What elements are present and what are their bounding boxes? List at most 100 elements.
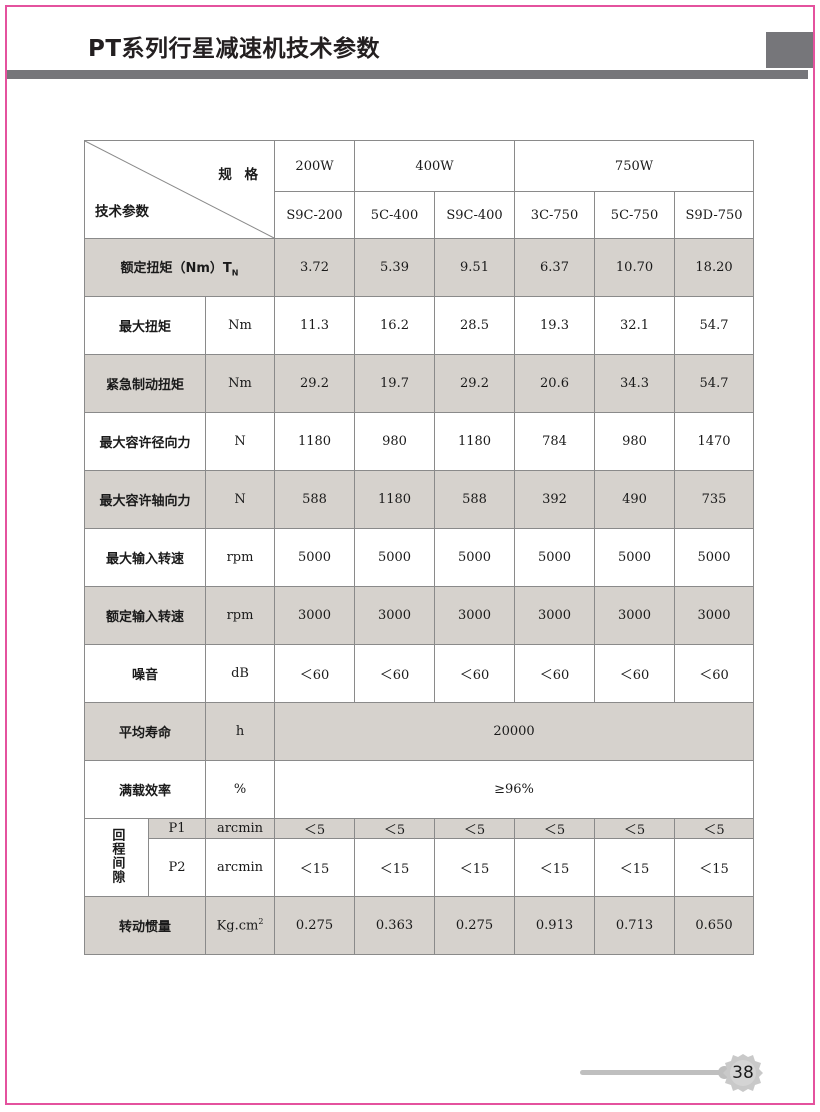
cell-value: 0.650 [674, 896, 755, 955]
row-unit: rpm [204, 586, 276, 645]
cell-value: 6.37 [514, 238, 596, 297]
cell-value: ＜15 [514, 838, 596, 897]
cell-value: 20.6 [514, 354, 596, 413]
cell-value: 5.39 [354, 238, 436, 297]
cell-value: 54.7 [674, 296, 755, 355]
cell-value: 32.1 [594, 296, 676, 355]
cell-value: 392 [514, 470, 596, 529]
model-col-0: S9C-200 [274, 191, 356, 239]
page-header: PT系列行星减速机技术参数 [0, 0, 820, 80]
row-label-moment-of-inertia: 转动惯量 [84, 896, 206, 955]
table-row: 紧急制动扭矩 Nm 29.2 19.7 29.2 20.6 34.3 54.7 [84, 354, 755, 413]
cell-value: 5000 [434, 528, 516, 587]
row-unit: Nm [204, 354, 276, 413]
cell-value: 980 [354, 412, 436, 471]
cell-value: 3.72 [274, 238, 356, 297]
table-row: 最大扭矩 Nm 11.3 16.2 28.5 19.3 32.1 54.7 [84, 296, 755, 355]
cell-value: 28.5 [434, 296, 516, 355]
cell-value: 0.275 [274, 896, 356, 955]
row-label-average-life: 平均寿命 [84, 702, 206, 761]
cell-value: 29.2 [434, 354, 516, 413]
backlash-code-p2: P2 [148, 838, 206, 897]
table-header-row-power: 规 格 技术参数 200W 400W 750W [83, 140, 755, 239]
table-row: 最大容许径向力 N 1180 980 1180 784 980 1470 [84, 412, 755, 471]
cell-value: 3000 [594, 586, 676, 645]
row-label-max-radial-force: 最大容许径向力 [84, 412, 206, 471]
page-title: PT系列行星减速机技术参数 [88, 36, 381, 62]
corner-spec-label: 规 格 [218, 167, 263, 183]
cell-value: 19.7 [354, 354, 436, 413]
model-col-2: S9C-400 [434, 191, 516, 239]
row-label-noise: 噪音 [84, 644, 206, 703]
cell-value-merged: ≥96% [274, 760, 755, 819]
cell-value: 16.2 [354, 296, 436, 355]
specification-table: 规 格 技术参数 200W 400W 750W S9C-200 5C-400 S… [83, 140, 755, 955]
table-row: 平均寿命 h 20000 [84, 702, 755, 761]
row-unit: N [204, 412, 276, 471]
cell-value: 5000 [594, 528, 676, 587]
power-group-750w: 750W [514, 140, 755, 192]
row-label-subscript: N [231, 268, 239, 278]
row-unit: Nm [204, 296, 276, 355]
power-group-200w: 200W [274, 140, 356, 192]
power-group-400w: 400W [354, 140, 516, 192]
cell-value: 0.913 [514, 896, 596, 955]
cell-value: 5000 [674, 528, 755, 587]
cell-value: 34.3 [594, 354, 676, 413]
cell-value: 784 [514, 412, 596, 471]
footer-rule [580, 1070, 730, 1075]
cell-value: ＜5 [514, 818, 596, 839]
cell-value: ＜60 [594, 644, 676, 703]
cell-value: 29.2 [274, 354, 356, 413]
cell-value: 10.70 [594, 238, 676, 297]
table-row: 转动惯量 Kg.cm2 0.275 0.363 0.275 0.913 0.71… [84, 896, 755, 955]
cell-value: 1180 [354, 470, 436, 529]
unit-superscript: 2 [258, 917, 264, 927]
row-unit: % [204, 760, 276, 819]
cell-value: ＜15 [354, 838, 436, 897]
cell-value: 588 [434, 470, 516, 529]
cell-value: 1180 [274, 412, 356, 471]
cell-value: 9.51 [434, 238, 516, 297]
backlash-group-label: 回程间隙 [109, 827, 125, 884]
cell-value: ＜15 [594, 838, 676, 897]
row-label-rated-input-speed: 额定输入转速 [84, 586, 206, 645]
row-label-max-axial-force: 最大容许轴向力 [84, 470, 206, 529]
cell-value: ＜60 [274, 644, 356, 703]
row-label-full-load-efficiency: 满载效率 [84, 760, 206, 819]
row-label-emergency-brake-torque: 紧急制动扭矩 [84, 354, 206, 413]
page-number-badge: 38 [721, 1051, 765, 1095]
cell-value: ＜15 [674, 838, 755, 897]
row-unit: arcmin [204, 818, 276, 839]
page-number: 38 [732, 1063, 754, 1083]
table-row: 满载效率 % ≥96% [84, 760, 755, 819]
cell-value: ＜5 [594, 818, 676, 839]
row-label-max-torque: 最大扭矩 [84, 296, 206, 355]
model-col-5: S9D-750 [674, 191, 755, 239]
diagonal-divider-icon [85, 141, 275, 238]
cell-value: 3000 [514, 586, 596, 645]
cell-value-merged: 20000 [274, 702, 755, 761]
cell-value: 1470 [674, 412, 755, 471]
row-unit: Kg.cm2 [204, 896, 276, 955]
gear-icon [723, 1054, 763, 1092]
table-row: 额定输入转速 rpm 3000 3000 3000 3000 3000 3000 [84, 586, 755, 645]
backlash-code-p1: P1 [148, 818, 206, 839]
table-row: 最大容许轴向力 N 588 1180 588 392 490 735 [84, 470, 755, 529]
cell-value: 11.3 [274, 296, 356, 355]
cell-value: ＜60 [674, 644, 755, 703]
table-row: 最大输入转速 rpm 5000 5000 5000 5000 5000 5000 [84, 528, 755, 587]
cell-value: ＜60 [514, 644, 596, 703]
cell-value: 19.3 [514, 296, 596, 355]
table-row: P2 arcmin ＜15 ＜15 ＜15 ＜15 ＜15 ＜15 [85, 838, 755, 897]
row-unit: h [204, 702, 276, 761]
cell-value: ＜60 [434, 644, 516, 703]
table-row: 噪音 dB ＜60 ＜60 ＜60 ＜60 ＜60 ＜60 [84, 644, 755, 703]
table-header-row-models: S9C-200 5C-400 S9C-400 3C-750 5C-750 S9D… [85, 191, 755, 239]
row-label-rated-torque: 额定扭矩（Nm）TN [83, 238, 276, 297]
cell-value: 0.713 [594, 896, 676, 955]
cell-value: 490 [594, 470, 676, 529]
cell-value: 54.7 [674, 354, 755, 413]
cell-value: ＜60 [354, 644, 436, 703]
cell-value: ＜15 [274, 838, 356, 897]
